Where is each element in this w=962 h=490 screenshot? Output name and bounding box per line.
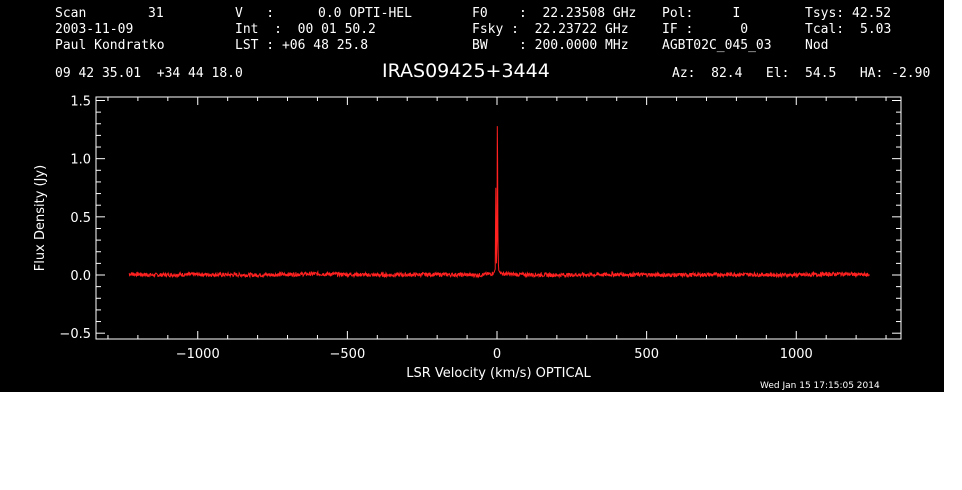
x-axis-label: LSR Velocity (km/s) OPTICAL bbox=[406, 366, 591, 381]
integration-time: Int : 00 01 50.2 bbox=[235, 22, 376, 37]
spectrum-trace bbox=[128, 126, 870, 279]
y-tick-label: −0.5 bbox=[59, 327, 91, 342]
spectrum-panel: Scan 31 2003-11-09 Paul Kondratko V : 0.… bbox=[0, 0, 944, 392]
x-tick-label: 500 bbox=[634, 347, 659, 362]
y-tick-label: 0.5 bbox=[70, 211, 91, 226]
plot-timestamp: Wed Jan 15 17:15:05 2014 bbox=[760, 381, 880, 391]
sky-frequency: Fsky : 22.23722 GHz bbox=[472, 22, 629, 37]
if-number: IF : 0 bbox=[662, 22, 749, 37]
tsys-label: Tsys: bbox=[805, 6, 845, 21]
project-id: AGBT02C_045_03 bbox=[662, 38, 772, 53]
x-tick-label: 0 bbox=[493, 347, 501, 362]
y-tick-label: 1.5 bbox=[70, 94, 91, 109]
y-tick-label: 0.0 bbox=[70, 269, 91, 284]
bandwidth: BW : 200.0000 MHz bbox=[472, 38, 629, 53]
lst-value: LST : +06 48 25.8 bbox=[235, 38, 369, 53]
pointing-info: Az: 82.4 El: 54.5 HA: -2.90 bbox=[672, 66, 931, 81]
spectrum-plot: −1000 −500 0 500 1000 −0.5 0.0 0.5 1.0 1.5 LSR Vel… bbox=[33, 94, 902, 381]
y-tick-label: 1.0 bbox=[70, 153, 91, 168]
tcal-value: 5.03 bbox=[860, 22, 892, 37]
rest-frequency: F0 : 22.23508 GHz bbox=[472, 6, 637, 21]
velocity-value: 0.0 OPTI-HEL bbox=[318, 6, 412, 21]
observer-name: Paul Kondratko bbox=[55, 38, 165, 53]
scan-value: 31 bbox=[148, 6, 164, 21]
plot-frame bbox=[95, 96, 902, 340]
polarization: Pol: I bbox=[662, 6, 741, 21]
y-axis-label: Flux Density (Jy) bbox=[33, 165, 48, 271]
plot-axes bbox=[95, 96, 902, 340]
x-tick-label: 1000 bbox=[780, 347, 813, 362]
plot-labels: −1000 −500 0 500 1000 −0.5 0.0 0.5 1.0 1.5 LSR Vel… bbox=[33, 94, 813, 381]
source-name: IRAS09425+3444 bbox=[382, 60, 550, 82]
x-tick-label: −500 bbox=[330, 347, 366, 362]
tsys-value: 42.52 bbox=[852, 6, 892, 21]
observing-mode: Nod bbox=[805, 38, 829, 53]
scan-label: Scan bbox=[55, 6, 87, 21]
observation-date: 2003-11-09 bbox=[55, 22, 134, 37]
tcal-label: Tcal: bbox=[805, 22, 845, 37]
velocity-label: V : bbox=[235, 6, 275, 21]
spectrum-trace-group bbox=[128, 126, 870, 279]
x-tick-label: −1000 bbox=[176, 347, 220, 362]
source-coordinates: 09 42 35.01 +34 44 18.0 bbox=[55, 66, 243, 81]
